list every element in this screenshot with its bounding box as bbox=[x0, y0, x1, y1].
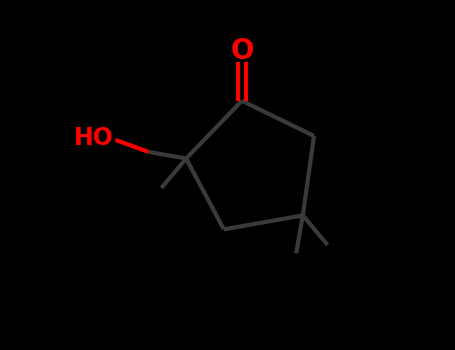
Text: O: O bbox=[230, 37, 253, 65]
Text: HO: HO bbox=[74, 126, 114, 150]
